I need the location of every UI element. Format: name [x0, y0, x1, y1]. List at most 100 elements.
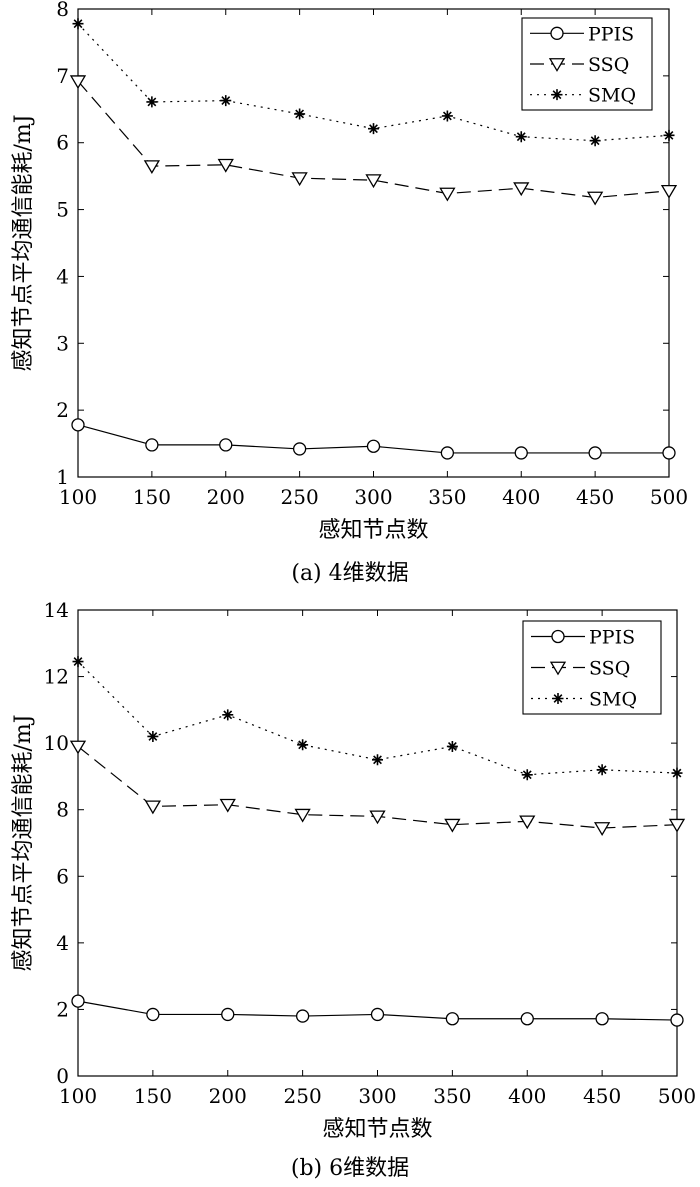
x-axis-title: 感知节点数	[322, 1117, 432, 1142]
data-point-ppis	[595, 1012, 609, 1026]
data-point-ssq	[217, 158, 234, 173]
x-tick-label: 400	[502, 485, 540, 509]
data-point-ppis	[670, 1013, 684, 1027]
y-tick-label: 2	[56, 997, 69, 1021]
data-point-smq	[72, 656, 84, 668]
data-point-smq	[147, 730, 159, 742]
series-line-smq	[77, 661, 678, 776]
data-point-ssq	[668, 818, 686, 833]
x-tick-label: 150	[134, 1084, 172, 1108]
data-point-smq	[515, 131, 527, 143]
legend-marker-ssq	[548, 58, 566, 72]
data-point-smq	[372, 754, 383, 766]
chart-caption: (b) 6维数据	[291, 1156, 409, 1181]
chart-caption: (a) 4维数据	[291, 561, 408, 586]
data-point-smq	[596, 764, 608, 776]
y-axis-title: 感知节点平均通信能耗/mJ	[11, 114, 36, 371]
x-tick-label: 450	[583, 1084, 621, 1108]
x-tick-label: 200	[209, 1084, 247, 1108]
data-point-ssq	[586, 191, 604, 206]
data-point-ppis	[514, 446, 528, 460]
legend-marker-smq	[551, 89, 563, 101]
data-point-ssq	[219, 798, 236, 813]
data-point-smq	[220, 95, 232, 107]
series-smq	[72, 18, 675, 147]
data-point-ppis	[145, 438, 159, 452]
series-ppis	[71, 418, 676, 460]
data-point-ppis	[662, 446, 676, 460]
data-point-ssq	[369, 810, 386, 825]
legend-marker-ssq	[549, 661, 567, 676]
legend: PPIS SSQ SMQ	[522, 620, 662, 715]
y-tick-label: 10	[44, 731, 69, 755]
data-point-ppis	[370, 1007, 385, 1022]
legend-label-ppis: PPIS	[589, 627, 635, 649]
data-point-ssq	[444, 818, 461, 833]
y-tick-label: 12	[44, 665, 69, 689]
chart-2: 100 150 200 250 300 350 400 450 500 0 2 4 6 8 10 12 14 感知…	[11, 598, 696, 1181]
series-ppis	[71, 994, 684, 1027]
data-point-ppis	[588, 446, 602, 460]
series-line-ssq	[77, 80, 670, 199]
data-point-smq	[446, 740, 458, 752]
y-tick-label: 2	[56, 398, 69, 422]
legend-marker-smq	[552, 693, 564, 704]
y-tick-label: 6	[56, 131, 69, 155]
data-point-smq	[297, 739, 309, 751]
legend-label-ssq: SSQ	[588, 54, 629, 76]
data-point-smq	[589, 135, 601, 147]
x-tick-label: 250	[281, 485, 319, 509]
series-ssq	[69, 75, 678, 206]
data-point-smq	[222, 709, 234, 721]
data-point-ssq	[143, 160, 161, 175]
data-point-smq	[671, 767, 683, 779]
series-ssq	[69, 740, 686, 836]
legend-marker-ppis	[550, 26, 564, 40]
data-point-ssq	[593, 822, 611, 836]
data-point-smq	[72, 18, 84, 30]
data-point-ppis	[295, 1009, 310, 1023]
series-line-smq	[77, 23, 670, 142]
y-tick-label: 0	[56, 1064, 69, 1088]
legend-label-ppis: PPIS	[588, 23, 634, 45]
x-axis-title: 感知节点数	[318, 518, 428, 543]
data-point-ssq	[513, 182, 530, 197]
data-point-smq	[441, 110, 453, 122]
data-point-ppis	[219, 438, 233, 452]
x-tick-label: 350	[428, 485, 466, 509]
x-tick-label: 450	[576, 485, 614, 509]
data-point-ppis	[221, 1007, 235, 1022]
legend: PPIS SSQ SMQ	[521, 17, 653, 111]
legend-label-ssq: SSQ	[589, 658, 630, 680]
data-point-ppis	[146, 1007, 160, 1022]
x-tick-label: 200	[207, 485, 245, 509]
data-point-ppis	[440, 446, 455, 460]
x-tick-label: 100	[59, 1084, 97, 1108]
y-tick-label: 6	[56, 864, 69, 888]
y-tick-label: 5	[56, 198, 69, 222]
y-tick-label: 4	[56, 931, 69, 955]
data-point-ssq	[291, 172, 308, 187]
chart-1: 100 150 200 250 300 350 400 450 500 1 2 3 4 5 6 7 8 感知节点数…	[11, 0, 688, 586]
x-tick-label: 350	[433, 1084, 471, 1108]
y-axis-title: 感知节点平均通信能耗/mJ	[11, 714, 36, 971]
data-point-smq	[294, 108, 306, 120]
y-tick-label: 8	[56, 798, 69, 822]
y-tick-label: 4	[56, 264, 69, 288]
data-point-ssq	[69, 740, 87, 755]
data-point-ppis	[520, 1012, 534, 1026]
y-tick-label: 7	[56, 64, 69, 88]
data-point-ssq	[144, 800, 162, 815]
data-point-smq	[521, 769, 533, 781]
y-tick-label: 14	[44, 598, 69, 622]
y-tick-label: 8	[56, 0, 69, 21]
data-point-ssq	[69, 75, 87, 90]
legend-label-smq: SMQ	[589, 689, 637, 711]
y-tick-label: 1	[56, 465, 69, 489]
series-smq	[72, 656, 683, 781]
x-tick-label: 250	[284, 1084, 322, 1108]
data-point-smq	[663, 129, 675, 141]
data-point-ppis	[366, 439, 381, 453]
data-point-ssq	[439, 187, 456, 202]
x-tick-label: 300	[354, 485, 392, 509]
